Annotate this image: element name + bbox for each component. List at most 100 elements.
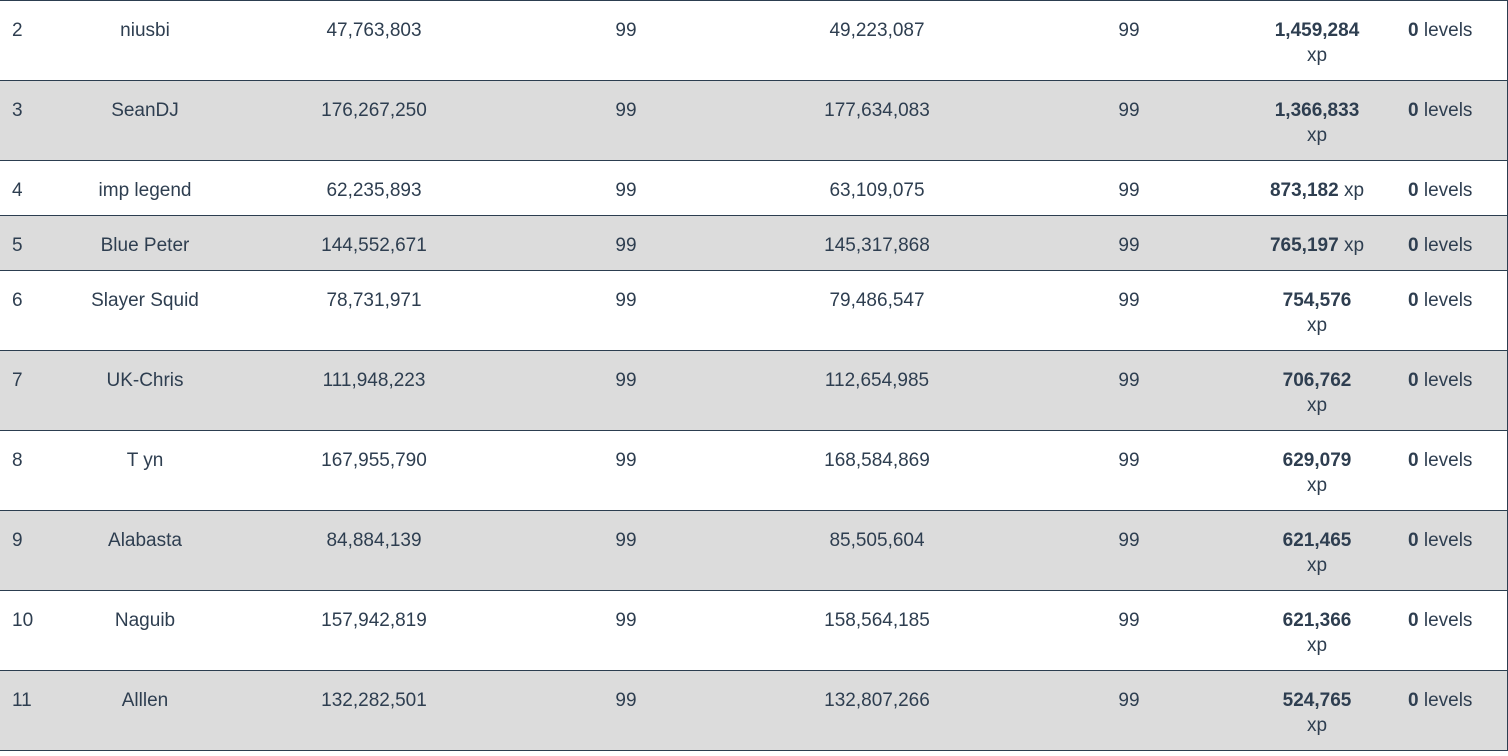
rank-cell: 10 bbox=[0, 590, 37, 671]
levels-unit: levels bbox=[1423, 290, 1473, 311]
start-xp: 144,552,671 bbox=[321, 235, 427, 256]
start-level-cell: 99 bbox=[495, 0, 757, 81]
player-name-cell: T yn bbox=[37, 430, 253, 511]
xp-gained-cell: 765,197 xp bbox=[1261, 215, 1373, 271]
player-name: Slayer Squid bbox=[91, 290, 199, 311]
end-level-cell: 99 bbox=[997, 80, 1261, 161]
levels-gained-cell: 0 levels bbox=[1373, 270, 1507, 351]
levels-unit: levels bbox=[1423, 530, 1473, 551]
start-xp: 84,884,139 bbox=[326, 530, 422, 551]
levels-gained-value: 0 bbox=[1408, 290, 1419, 311]
end-xp: 112,654,985 bbox=[824, 370, 930, 391]
start-xp-cell: 176,267,250 bbox=[253, 80, 495, 161]
xp-gained-wrap: 621,465 xp bbox=[1261, 530, 1373, 578]
start-xp: 78,731,971 bbox=[326, 290, 422, 311]
start-level-cell: 99 bbox=[495, 270, 757, 351]
rank: 8 bbox=[12, 450, 23, 471]
rank-cell: 6 bbox=[0, 270, 37, 351]
xp-gained-wrap: 621,366 xp bbox=[1261, 610, 1373, 658]
start-level-cell: 99 bbox=[495, 160, 757, 216]
start-xp-cell: 62,235,893 bbox=[253, 160, 495, 216]
xp-gained-value: 1,459,284 bbox=[1274, 20, 1360, 41]
start-xp: 157,942,819 bbox=[321, 610, 427, 631]
end-level-cell: 99 bbox=[997, 350, 1261, 431]
levels-gained-value: 0 bbox=[1408, 690, 1419, 711]
start-xp-cell: 132,282,501 bbox=[253, 670, 495, 751]
start-level: 99 bbox=[615, 290, 637, 311]
rank-cell: 4 bbox=[0, 160, 37, 216]
end-xp-cell: 145,317,868 bbox=[757, 215, 997, 271]
end-xp: 158,564,185 bbox=[824, 610, 930, 631]
player-name: T yn bbox=[126, 450, 164, 471]
start-xp: 111,948,223 bbox=[322, 370, 426, 391]
rank-cell: 8 bbox=[0, 430, 37, 511]
levels-unit: levels bbox=[1423, 235, 1473, 256]
start-level: 99 bbox=[615, 20, 637, 41]
table-row: 4 imp legend 62,235,893 99 63,109,075 99 873,1… bbox=[0, 160, 1507, 216]
xp-gained-cell: 629,079 xp bbox=[1261, 430, 1373, 511]
player-name-cell: niusbi bbox=[37, 0, 253, 81]
start-level: 99 bbox=[615, 235, 637, 256]
end-xp: 49,223,087 bbox=[829, 20, 925, 41]
start-level-cell: 99 bbox=[495, 590, 757, 671]
end-level: 99 bbox=[1118, 100, 1140, 121]
xp-gained-value: 873,182 bbox=[1269, 180, 1339, 201]
xp-unit: xp bbox=[1306, 395, 1328, 416]
end-level-cell: 99 bbox=[997, 270, 1261, 351]
end-xp-cell: 132,807,266 bbox=[757, 670, 997, 751]
xp-gained-value: 621,366 bbox=[1282, 610, 1352, 631]
levels-gained-cell: 0 levels bbox=[1373, 670, 1507, 751]
levels-unit: levels bbox=[1423, 100, 1473, 121]
xp-gained-value: 621,465 bbox=[1282, 530, 1352, 551]
player-name: imp legend bbox=[98, 180, 192, 201]
end-xp: 63,109,075 bbox=[829, 180, 925, 201]
start-level-cell: 99 bbox=[495, 80, 757, 161]
xp-gained-cell: 754,576 xp bbox=[1261, 270, 1373, 351]
rank: 4 bbox=[12, 180, 23, 201]
start-level-cell: 99 bbox=[495, 430, 757, 511]
end-xp-cell: 158,564,185 bbox=[757, 590, 997, 671]
start-xp-cell: 157,942,819 bbox=[253, 590, 495, 671]
xp-gained-value: 706,762 bbox=[1282, 370, 1352, 391]
levels-gained-value: 0 bbox=[1408, 450, 1419, 471]
xp-gained-wrap: 1,459,284 xp bbox=[1261, 20, 1373, 68]
end-level: 99 bbox=[1118, 290, 1140, 311]
levels-unit: levels bbox=[1423, 180, 1473, 201]
xp-gained-wrap: 754,576 xp bbox=[1261, 290, 1373, 338]
end-level: 99 bbox=[1118, 450, 1140, 471]
player-name: UK-Chris bbox=[106, 370, 184, 391]
player-name: Naguib bbox=[114, 610, 176, 631]
start-level-cell: 99 bbox=[495, 670, 757, 751]
end-level: 99 bbox=[1118, 180, 1140, 201]
player-name-cell: SeanDJ bbox=[37, 80, 253, 161]
end-level-cell: 99 bbox=[997, 590, 1261, 671]
end-level: 99 bbox=[1118, 235, 1140, 256]
end-level-cell: 99 bbox=[997, 0, 1261, 81]
xp-gained-cell: 873,182 xp bbox=[1261, 160, 1373, 216]
rank-cell: 5 bbox=[0, 215, 37, 271]
xp-unit: xp bbox=[1306, 635, 1328, 656]
end-xp-cell: 168,584,869 bbox=[757, 430, 997, 511]
start-xp: 47,763,803 bbox=[326, 20, 422, 41]
player-name-cell: Alllen bbox=[37, 670, 253, 751]
levels-gained-value: 0 bbox=[1408, 235, 1419, 256]
xp-gained-wrap: 706,762 xp bbox=[1261, 370, 1373, 418]
xp-gained-cell: 1,459,284 xp bbox=[1261, 0, 1373, 81]
levels-gained-value: 0 bbox=[1408, 530, 1419, 551]
levels-gained-cell: 0 levels bbox=[1373, 215, 1507, 271]
end-xp-cell: 79,486,547 bbox=[757, 270, 997, 351]
end-xp: 145,317,868 bbox=[824, 235, 930, 256]
table-row: 8 T yn 167,955,790 99 168,584,869 99 629,079 x… bbox=[0, 430, 1507, 511]
levels-gained-value: 0 bbox=[1408, 20, 1419, 41]
start-level: 99 bbox=[615, 370, 637, 391]
levels-gained-value: 0 bbox=[1408, 610, 1419, 631]
levels-gained-cell: 0 levels bbox=[1373, 0, 1507, 81]
table-row: 9 Alabasta 84,884,139 99 85,505,604 99 621,465… bbox=[0, 510, 1507, 591]
xp-unit: xp bbox=[1306, 315, 1328, 336]
start-xp: 62,235,893 bbox=[326, 180, 422, 201]
xp-unit: xp bbox=[1343, 235, 1365, 256]
end-level: 99 bbox=[1118, 610, 1140, 631]
xp-gained-wrap: 1,366,833 xp bbox=[1261, 100, 1373, 148]
